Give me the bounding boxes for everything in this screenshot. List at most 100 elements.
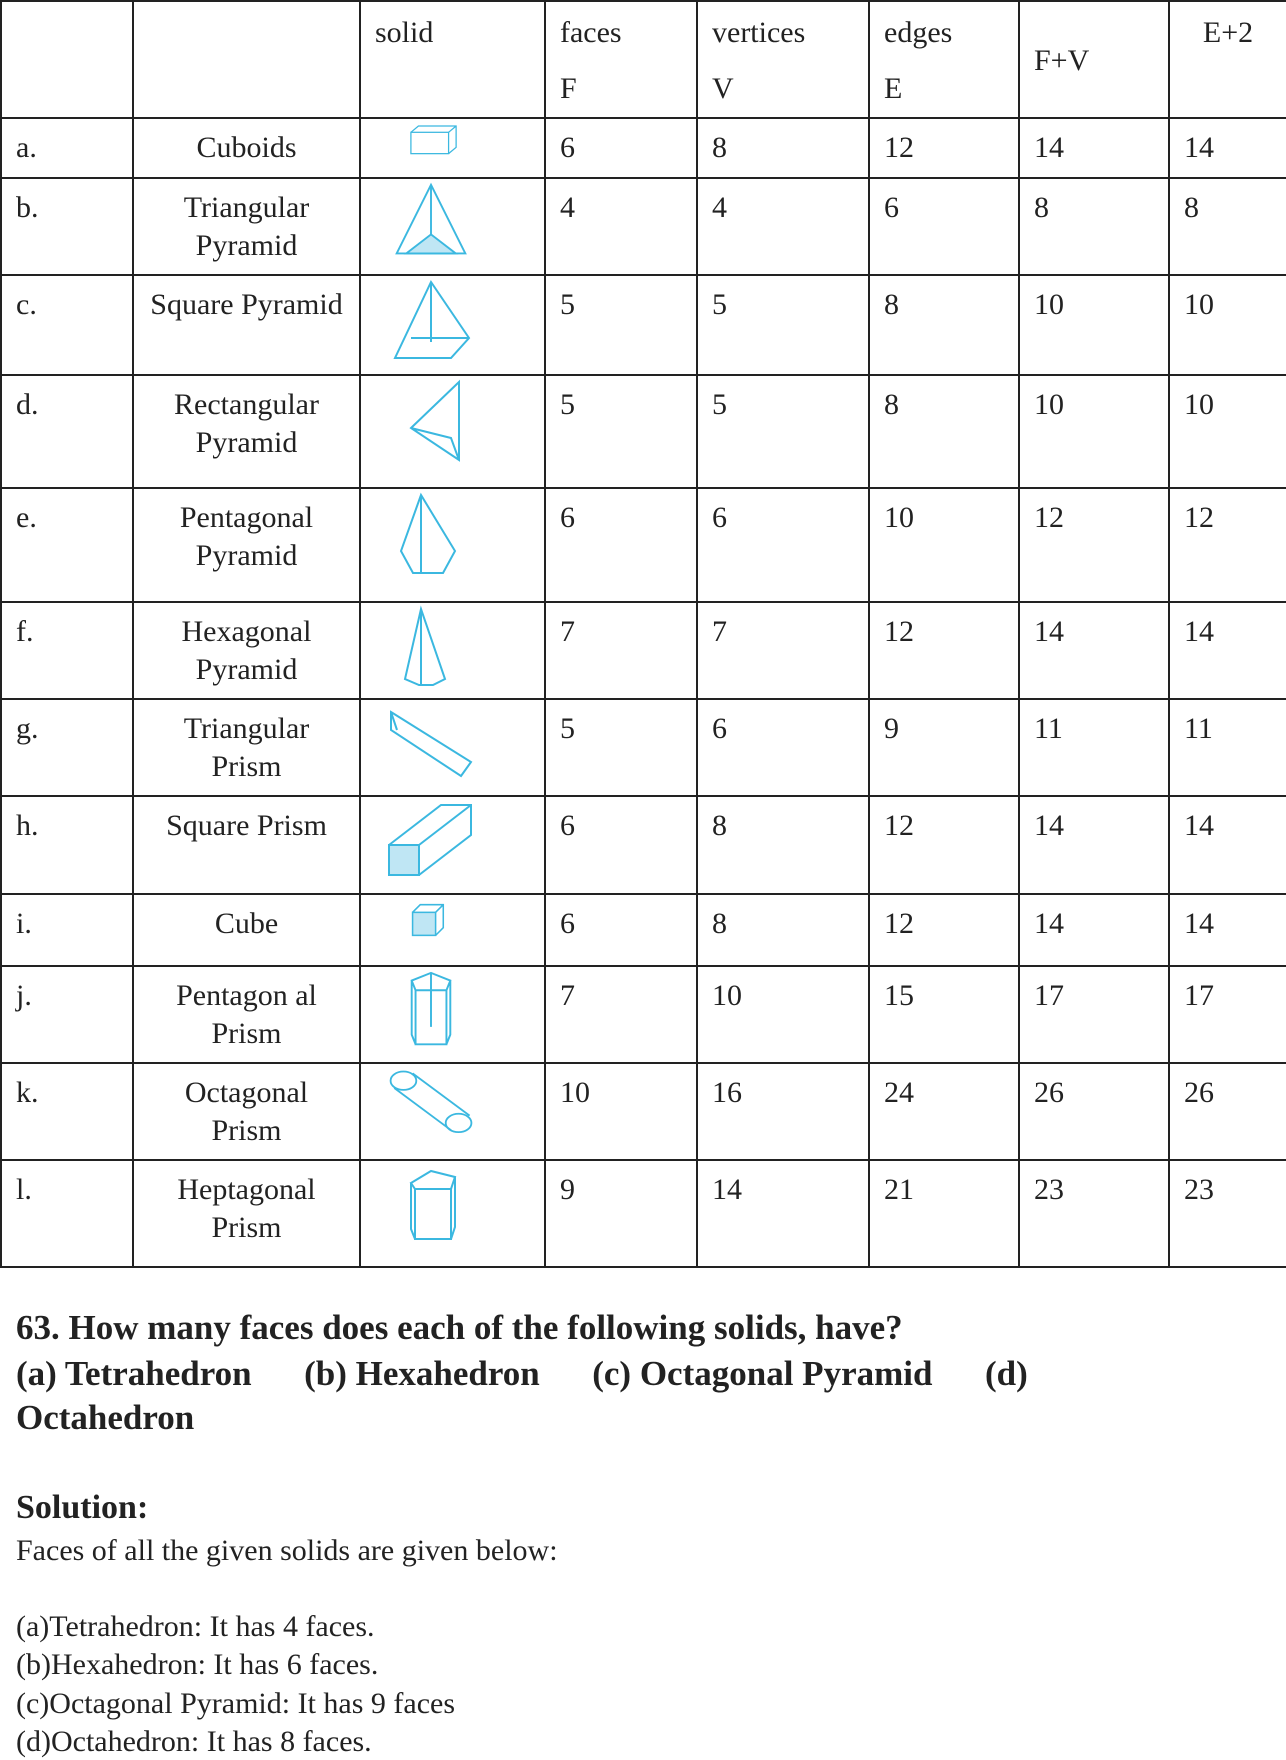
vertices-value: 6 [696,698,870,797]
solid-name: Pentagonal Pyramid [132,487,361,603]
e2-value: 17 [1168,965,1286,1064]
row-label: f. [0,601,134,700]
rectangular-pyramid-icon [409,379,460,462]
solid-name: Square Prism [132,795,361,895]
row-label: i. [0,893,134,967]
faces-value: 6 [544,795,698,895]
solid-name: Hexagonal Pyramid [132,601,361,700]
vertices-value: 16 [696,1062,870,1161]
faces-value: 6 [544,487,698,603]
faces-value: 4 [544,177,698,276]
vertices-value: 7 [696,601,870,700]
vertices-value: 8 [696,795,870,895]
solid-image [359,1159,546,1268]
faces-value: 7 [544,965,698,1064]
solid-image [359,1062,546,1161]
header-faces: faces F [544,0,698,119]
fv-value: 14 [1018,795,1170,895]
e2-value: 14 [1168,795,1286,895]
e2-value: 14 [1168,117,1286,179]
row-label: a. [0,117,134,179]
e2-value: 8 [1168,177,1286,276]
e2-value: 12 [1168,487,1286,603]
row-label: c. [0,274,134,376]
vertices-value: 10 [696,965,870,1064]
vertices-value: 8 [696,893,870,967]
e2-value: 26 [1168,1062,1286,1161]
e2-value: 10 [1168,274,1286,376]
header-solid: solid [359,0,546,119]
solid-name: Triangular Prism [132,698,361,797]
edges-value: 9 [868,698,1020,797]
edges-value: 12 [868,795,1020,895]
fv-value: 26 [1018,1062,1170,1161]
vertices-value: 5 [696,274,870,376]
solution-title: Solution: [16,1489,149,1526]
question-options: (a) Tetrahedron (b) Hexahedron (c) Octag… [16,1354,1028,1393]
table-row: g. Triangular Prism 5 6 9 11 11 [0,698,1286,797]
header-vertices: vertices V [696,0,870,119]
row-label: b. [0,177,134,276]
fv-value: 10 [1018,274,1170,376]
solid-image [359,117,546,179]
vertices-value: 5 [696,374,870,489]
edges-value: 8 [868,374,1020,489]
faces-value: 5 [544,698,698,797]
octagonal-prism-icon [389,1070,473,1134]
solid-name: Pentagon al Prism [132,965,361,1064]
question-options-cont: Octahedron [16,1398,195,1437]
edges-value: 21 [868,1159,1020,1268]
edges-value: 6 [868,177,1020,276]
solid-name: Cube [132,893,361,967]
e2-value: 14 [1168,893,1286,967]
solid-name: Triangular Pyramid [132,177,361,276]
edges-value: 12 [868,117,1020,179]
table-row: h. Square Prism 6 8 12 14 14 [0,795,1286,895]
fv-value: 14 [1018,117,1170,179]
solid-image [359,601,546,700]
solid-image [359,795,546,895]
faces-value: 5 [544,274,698,376]
e2-value: 11 [1168,698,1286,797]
solid-name: Square Pyramid [132,274,361,376]
row-label: e. [0,487,134,603]
row-label: h. [0,795,134,895]
solid-name: Octagonal Prism [132,1062,361,1161]
edges-value: 15 [868,965,1020,1064]
edges-value: 10 [868,487,1020,603]
pentagonal-prism-icon [410,971,452,1046]
faces-value: 6 [544,117,698,179]
fv-value: 10 [1018,374,1170,489]
solid-image [359,965,546,1064]
fv-value: 14 [1018,893,1170,967]
edges-value: 12 [868,601,1020,700]
fv-value: 14 [1018,601,1170,700]
solid-image [359,177,546,276]
table-row: f. Hexagonal Pyramid 7 7 12 14 14 [0,601,1286,700]
solids-table: solid faces F vertices V edges E F+V E+2 a.… [0,0,1286,1268]
e2-value: 14 [1168,601,1286,700]
row-label: k. [0,1062,134,1161]
row-label: j. [0,965,134,1064]
table-row: b. Triangular Pyramid 4 4 6 8 8 [0,177,1286,276]
table-row: c. Square Pyramid 5 5 8 10 10 [0,274,1286,376]
faces-value: 7 [544,601,698,700]
table-row: i. Cube 6 8 12 14 14 [0,893,1286,967]
edges-value: 12 [868,893,1020,967]
row-label: g. [0,698,134,797]
fv-value: 11 [1018,698,1170,797]
square-prism-icon [388,804,472,876]
solution-item: (d)Octahedron: It has 8 faces. [16,1725,372,1758]
solid-image [359,893,546,967]
question-line: 63. How many faces does each of the foll… [16,1308,903,1347]
vertices-value: 6 [696,487,870,603]
solid-name: Rectangular Pyramid [132,374,361,489]
triangular-pyramid-icon [395,182,467,255]
table-row: e. Pentagonal Pyramid 6 6 10 12 12 [0,487,1286,603]
solution-item: (b)Hexahedron: It has 6 faces. [16,1648,379,1681]
fv-value: 23 [1018,1159,1170,1268]
table-row: l. Heptagonal Prism 9 14 21 23 23 [0,1159,1286,1268]
header-row: solid faces F vertices V edges E F+V E+2 [0,0,1286,119]
solid-name: Cuboids [132,117,361,179]
heptagonal-prism-icon [409,1169,457,1240]
